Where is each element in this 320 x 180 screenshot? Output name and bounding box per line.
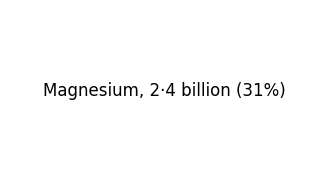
Text: Magnesium, 2·4 billion (31%): Magnesium, 2·4 billion (31%) (43, 82, 285, 100)
